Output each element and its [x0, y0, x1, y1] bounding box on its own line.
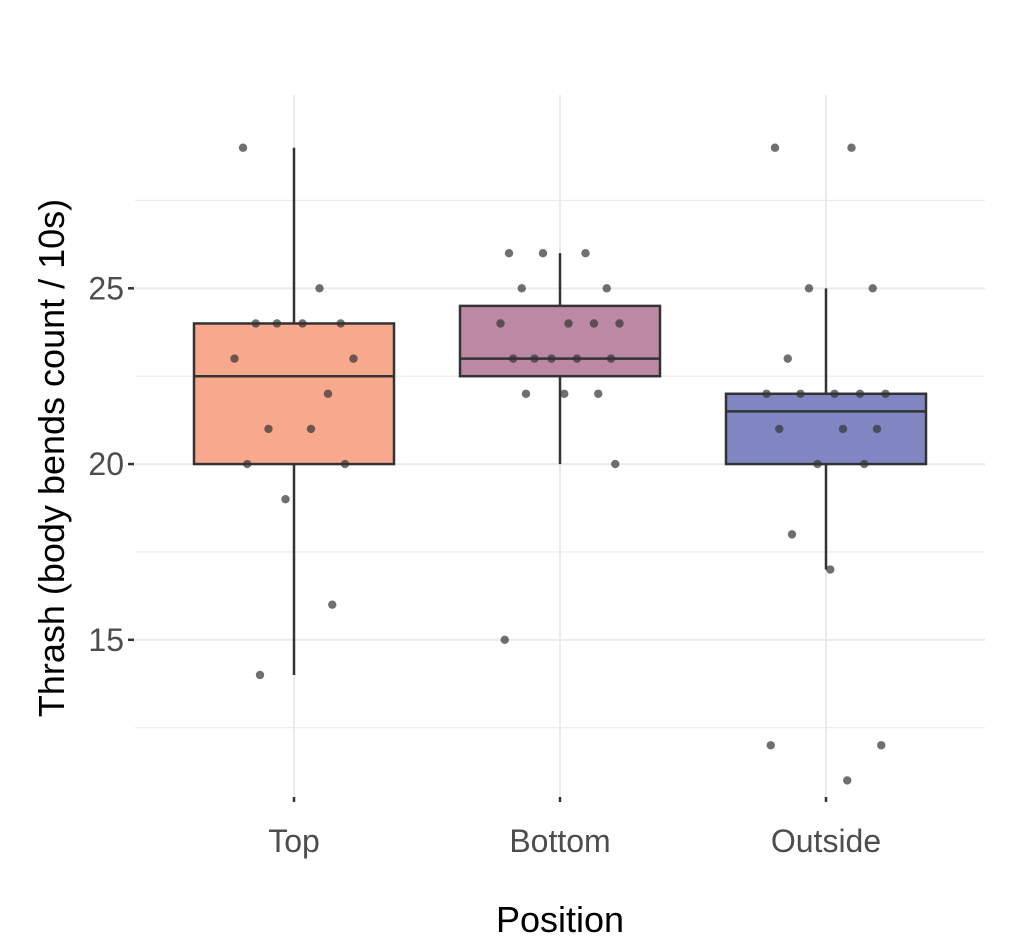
data-point [813, 459, 822, 469]
data-point [509, 354, 518, 363]
data-point [783, 354, 792, 363]
x-tick-label: Outside [771, 823, 881, 859]
data-point [328, 600, 337, 609]
data-point [589, 319, 599, 328]
data-point [787, 530, 797, 539]
box-top [192, 322, 396, 466]
data-point [323, 389, 333, 398]
data-point [306, 424, 316, 434]
data-point [517, 284, 526, 293]
point-layer [230, 143, 890, 785]
data-point [847, 143, 856, 152]
data-point [855, 389, 865, 398]
data-point [230, 354, 239, 363]
data-point [281, 495, 290, 504]
data-point [521, 389, 531, 398]
x-axis-title: Position [496, 899, 624, 940]
x-tick-label: Top [268, 823, 320, 859]
data-point [615, 319, 624, 328]
box-outside [724, 392, 928, 466]
data-point [775, 424, 784, 434]
data-point [611, 459, 620, 469]
data-point [336, 319, 345, 328]
data-point [560, 389, 569, 398]
data-point [770, 143, 780, 152]
data-point [272, 319, 282, 328]
data-point [349, 354, 358, 363]
data-point [843, 776, 852, 785]
data-point [538, 248, 548, 258]
data-point [830, 389, 839, 398]
data-point [298, 319, 307, 328]
data-point [581, 248, 590, 258]
box-layer [192, 147, 928, 675]
data-point [826, 565, 835, 574]
data-point [255, 670, 265, 680]
data-point [838, 424, 848, 434]
data-point [872, 424, 882, 434]
y-axis-title: Thrash (body bends count / 10s) [31, 199, 72, 717]
data-point [315, 284, 324, 293]
y-tick-label: 15 [88, 622, 124, 658]
data-point [251, 319, 260, 328]
data-point [572, 354, 582, 363]
data-point [504, 248, 514, 258]
data-point [547, 354, 556, 363]
data-point [762, 389, 771, 398]
data-point [602, 284, 611, 293]
y-tick-label: 25 [88, 270, 124, 306]
data-point [496, 319, 505, 328]
data-point [340, 459, 350, 469]
data-point [594, 389, 603, 398]
data-point [881, 389, 890, 398]
data-point [860, 459, 869, 469]
data-point [500, 635, 509, 645]
y-tick-label: 20 [88, 446, 124, 482]
data-point [264, 424, 273, 434]
data-point [530, 354, 539, 363]
data-point [564, 319, 573, 328]
data-point [804, 284, 814, 293]
data-point [796, 389, 805, 398]
data-point [606, 354, 616, 363]
data-point [868, 284, 877, 293]
data-point [238, 143, 248, 152]
data-point [243, 459, 252, 469]
axis-layer: 15 20 25 Top Bottom Outside [88, 270, 881, 859]
data-point [766, 741, 775, 750]
x-tick-label: Bottom [509, 823, 610, 859]
box-bottom [458, 304, 662, 378]
data-point [877, 741, 886, 750]
